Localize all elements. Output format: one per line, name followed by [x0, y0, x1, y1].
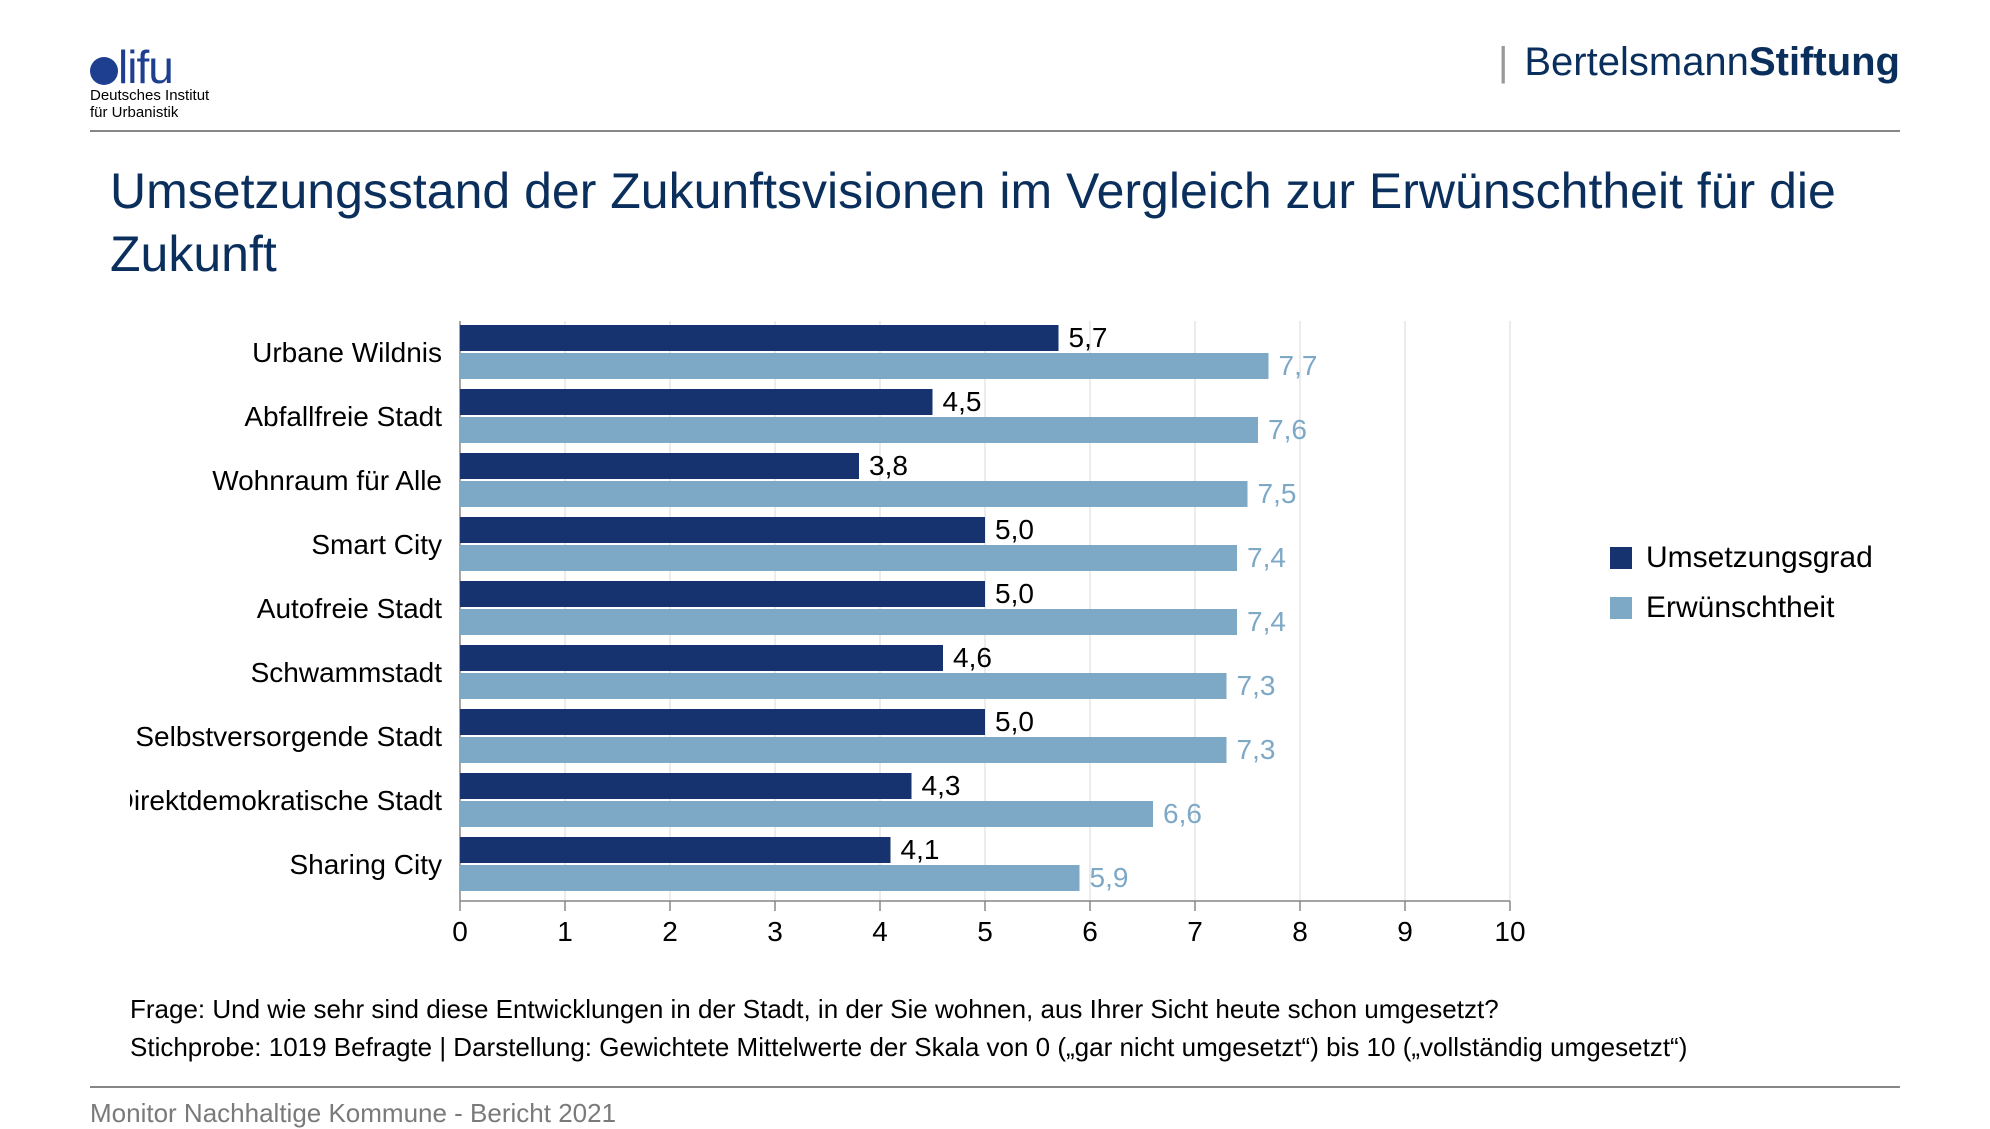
- bar-value-label: 7,4: [1247, 542, 1286, 573]
- chart-footnotes: Frage: Und wie sehr sind diese Entwicklu…: [90, 991, 1900, 1066]
- bar-value-label: 7,4: [1247, 606, 1286, 637]
- logo-difu: lifu Deutsches Institut für Urbanistik: [90, 40, 209, 121]
- bar-erwuenschtheit: [460, 737, 1227, 763]
- category-label: Urbane Wildnis: [252, 337, 442, 368]
- x-tick-label: 2: [662, 916, 678, 947]
- pipe-icon: |: [1498, 40, 1508, 85]
- bar-erwuenschtheit: [460, 673, 1227, 699]
- x-tick-label: 7: [1187, 916, 1203, 947]
- bar-umsetzungsgrad: [460, 837, 891, 863]
- bar-value-label: 7,5: [1258, 478, 1297, 509]
- bar-value-label: 7,6: [1268, 414, 1307, 445]
- category-label: Selbstversorgende Stadt: [135, 721, 442, 752]
- bar-chart: 0 1 2 3 4 5 6 7 8 9 10 Urbane Wildnis 5,7 7,7 Abfallfr…: [130, 321, 1550, 961]
- category-label: Abfallfreie Stadt: [244, 401, 442, 432]
- category-label: Sharing City: [289, 849, 442, 880]
- legend-item-umsetzungsgrad: Umsetzungsgrad: [1610, 541, 1873, 575]
- category-label: Direktdemokratische Stadt: [130, 785, 442, 816]
- page-header: lifu Deutsches Institut für Urbanistik |…: [90, 40, 1900, 130]
- legend-label: Erwünschtheit: [1646, 591, 1834, 625]
- bar-umsetzungsgrad: [460, 709, 985, 735]
- bar-erwuenschtheit: [460, 865, 1080, 891]
- header-divider: [90, 130, 1900, 132]
- logo-dot-icon: [90, 57, 118, 85]
- bar-erwuenschtheit: [460, 481, 1248, 507]
- bar-erwuenschtheit: [460, 801, 1153, 827]
- bar-value-label: 4,1: [901, 834, 940, 865]
- logo-right-part1: Bertelsmann: [1524, 40, 1749, 85]
- bar-value-label: 6,6: [1163, 798, 1202, 829]
- bar-value-label: 7,7: [1279, 350, 1318, 381]
- x-tick-label: 3: [767, 916, 783, 947]
- legend-swatch-icon: [1610, 547, 1632, 569]
- bar-value-label: 3,8: [869, 450, 908, 481]
- footer-divider: [90, 1086, 1900, 1088]
- legend-item-erwuenschtheit: Erwünschtheit: [1610, 591, 1873, 625]
- x-tick-label: 10: [1494, 916, 1525, 947]
- bar-value-label: 4,6: [953, 642, 992, 673]
- bar-umsetzungsgrad: [460, 773, 912, 799]
- bar-umsetzungsgrad: [460, 453, 859, 479]
- x-tick-label: 8: [1292, 916, 1308, 947]
- footer-text: Monitor Nachhaltige Kommune - Bericht 20…: [90, 1098, 1900, 1129]
- category-label: Schwammstadt: [251, 657, 443, 688]
- bar-erwuenschtheit: [460, 545, 1237, 571]
- category-label: Autofreie Stadt: [257, 593, 442, 624]
- bar-umsetzungsgrad: [460, 645, 943, 671]
- bar-umsetzungsgrad: [460, 325, 1059, 351]
- legend-swatch-icon: [1610, 597, 1632, 619]
- footnote-2: Stichprobe: 1019 Befragte | Darstellung:…: [130, 1029, 1900, 1067]
- bar-value-label: 5,9: [1090, 862, 1129, 893]
- bar-value-label: 5,7: [1069, 322, 1108, 353]
- x-tick-label: 0: [452, 916, 468, 947]
- bar-erwuenschtheit: [460, 417, 1258, 443]
- logo-wordmark: lifu: [118, 40, 173, 94]
- bar-value-label: 7,3: [1237, 734, 1276, 765]
- logo-subtitle-1: Deutsches Institut: [90, 88, 209, 105]
- bar-erwuenschtheit: [460, 609, 1237, 635]
- category-label: Smart City: [311, 529, 442, 560]
- bar-value-label: 5,0: [995, 706, 1034, 737]
- chart-legend: Umsetzungsgrad Erwünschtheit: [1610, 541, 1873, 641]
- bar-umsetzungsgrad: [460, 389, 933, 415]
- bar-value-label: 5,0: [995, 578, 1034, 609]
- logo-bertelsmann: | BertelsmannStiftung: [1498, 40, 1900, 85]
- x-tick-label: 9: [1397, 916, 1413, 947]
- bar-umsetzungsgrad: [460, 517, 985, 543]
- x-tick-label: 6: [1082, 916, 1098, 947]
- logo-subtitle-2: für Urbanistik: [90, 105, 209, 122]
- bar-umsetzungsgrad: [460, 581, 985, 607]
- bar-erwuenschtheit: [460, 353, 1269, 379]
- x-tick-label: 4: [872, 916, 888, 947]
- footnote-1: Frage: Und wie sehr sind diese Entwicklu…: [130, 991, 1900, 1029]
- bar-value-label: 4,5: [943, 386, 982, 417]
- chart-title: Umsetzungsstand der Zukunftsvisionen im …: [110, 160, 1900, 285]
- bar-value-label: 5,0: [995, 514, 1034, 545]
- x-tick-label: 1: [557, 916, 573, 947]
- category-label: Wohnraum für Alle: [212, 465, 442, 496]
- x-tick-label: 5: [977, 916, 993, 947]
- bar-value-label: 4,3: [922, 770, 961, 801]
- legend-label: Umsetzungsgrad: [1646, 541, 1873, 575]
- logo-right-part2: Stiftung: [1749, 40, 1900, 85]
- bar-value-label: 7,3: [1237, 670, 1276, 701]
